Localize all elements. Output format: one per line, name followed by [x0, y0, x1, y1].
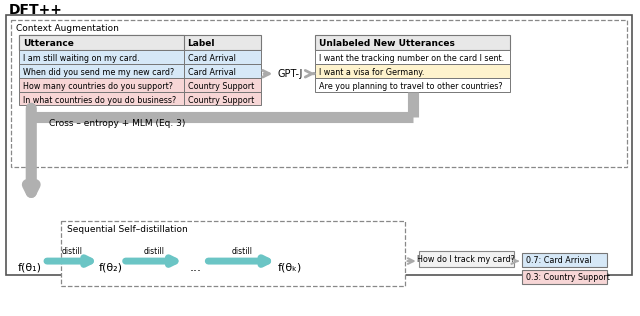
Text: Are you planning to travel to other countries?: Are you planning to travel to other coun… [319, 82, 502, 91]
Text: distill: distill [144, 247, 164, 256]
Text: Unlabeled New Utterances: Unlabeled New Utterances [319, 39, 455, 48]
Bar [419, 251, 514, 267]
Bar [184, 50, 261, 64]
Text: distill: distill [62, 247, 83, 256]
Text: I am still waiting on my card.: I am still waiting on my card. [23, 54, 140, 63]
Bar [19, 92, 184, 106]
Bar [184, 78, 261, 92]
Bar [61, 222, 404, 286]
Text: How many countries do you support?: How many countries do you support? [23, 82, 173, 91]
Bar [315, 64, 510, 78]
Text: In what countries do you do business?: In what countries do you do business? [23, 95, 177, 105]
Text: Card Arrival: Card Arrival [188, 54, 236, 63]
Text: Country Support: Country Support [188, 82, 254, 91]
Bar [522, 253, 607, 267]
Text: Sequential Self–distillation: Sequential Self–distillation [67, 225, 188, 234]
Text: 0.7: Card Arrival: 0.7: Card Arrival [526, 256, 592, 265]
Text: Label: Label [188, 39, 215, 48]
Text: f(θ₁): f(θ₁) [17, 262, 41, 272]
Text: I want a visa for Germany.: I want a visa for Germany. [319, 68, 424, 77]
Bar [6, 15, 632, 275]
Text: f(θₖ): f(θₖ) [278, 262, 302, 272]
Bar [19, 50, 184, 64]
Text: Context Augmentation: Context Augmentation [17, 24, 119, 33]
Text: How do I track my card?: How do I track my card? [417, 255, 515, 264]
Bar [19, 35, 261, 50]
Bar [184, 92, 261, 106]
Bar [19, 64, 184, 78]
Text: 0.3: Country Support: 0.3: Country Support [526, 273, 610, 282]
Text: Card Arrival: Card Arrival [188, 68, 236, 77]
Text: Utterance: Utterance [23, 39, 74, 48]
Bar [12, 20, 627, 167]
Text: DFT++: DFT++ [8, 3, 62, 17]
Text: I want the tracking number on the card I sent.: I want the tracking number on the card I… [319, 54, 504, 63]
Bar [19, 78, 184, 92]
Text: When did you send me my new card?: When did you send me my new card? [23, 68, 175, 77]
Text: GPT-J: GPT-J [277, 69, 303, 79]
Bar [315, 35, 510, 50]
Text: Country Support: Country Support [188, 95, 254, 105]
Text: ...: ... [189, 260, 202, 274]
Text: distill: distill [231, 247, 252, 256]
Text: f(θ₂): f(θ₂) [99, 262, 123, 272]
Bar [522, 270, 607, 284]
Bar [315, 50, 510, 64]
Text: Cross – entropy + MLM (Eq. 3): Cross – entropy + MLM (Eq. 3) [49, 119, 186, 128]
Bar [19, 35, 184, 50]
Bar [315, 78, 510, 92]
Bar [184, 64, 261, 78]
